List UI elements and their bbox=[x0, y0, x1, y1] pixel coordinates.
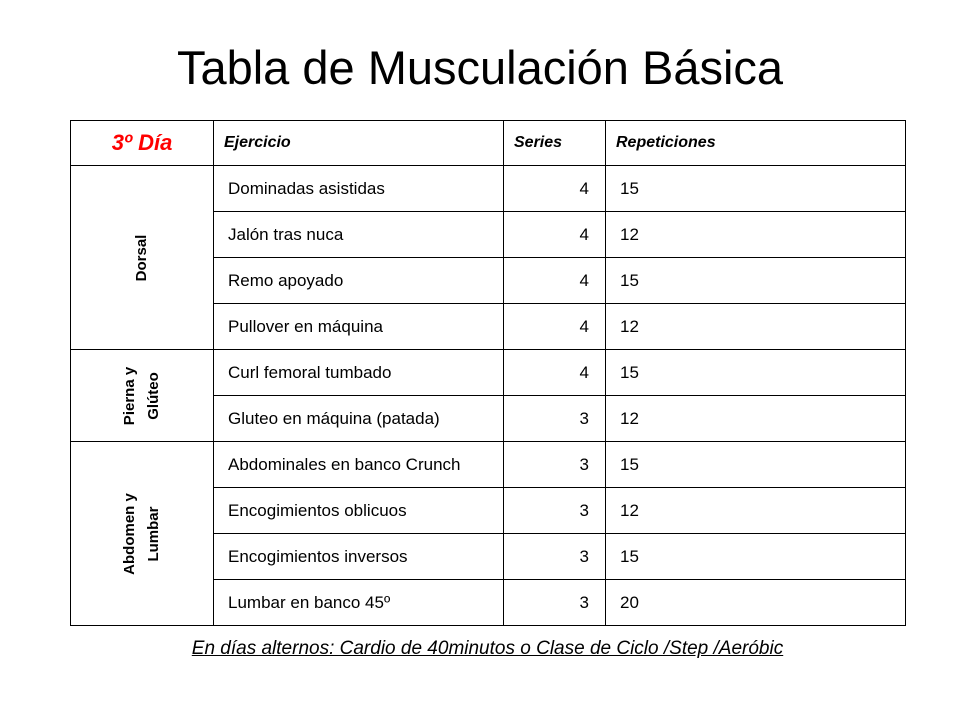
exercise-name: Encogimientos oblicuos bbox=[213, 487, 504, 534]
series-value: 4 bbox=[503, 257, 606, 304]
table-row: Jalón tras nuca 4 12 bbox=[71, 211, 906, 258]
reps-value: 15 bbox=[605, 533, 906, 580]
muscle-group-label: Abdomen y Lumbar bbox=[121, 492, 162, 575]
series-value: 3 bbox=[503, 487, 606, 534]
series-value: 4 bbox=[503, 165, 606, 212]
series-value: 3 bbox=[503, 395, 606, 442]
series-value: 4 bbox=[503, 349, 606, 396]
reps-value: 12 bbox=[605, 395, 906, 442]
reps-value: 15 bbox=[605, 165, 906, 212]
muscle-group-abdomen-lumbar: Abdomen y Lumbar bbox=[70, 441, 214, 626]
reps-value: 12 bbox=[605, 487, 906, 534]
muscle-group-dorsal: Dorsal bbox=[70, 165, 214, 350]
header-exercise: Ejercicio bbox=[213, 120, 504, 166]
header-reps: Repeticiones bbox=[605, 120, 906, 166]
header-series: Series bbox=[503, 120, 606, 166]
series-value: 3 bbox=[503, 579, 606, 626]
reps-value: 12 bbox=[605, 303, 906, 350]
exercise-name: Jalón tras nuca bbox=[213, 211, 504, 258]
reps-value: 15 bbox=[605, 441, 906, 488]
reps-value: 20 bbox=[605, 579, 906, 626]
table-row: Encogimientos oblicuos 3 12 bbox=[71, 487, 906, 534]
workout-table: 3º Día Ejercicio Series Repeticiones Dor… bbox=[70, 120, 906, 626]
series-value: 3 bbox=[503, 441, 606, 488]
exercise-name: Curl femoral tumbado bbox=[213, 349, 504, 396]
series-value: 4 bbox=[503, 303, 606, 350]
muscle-group-label: Dorsal bbox=[133, 234, 150, 281]
table-header-row: 3º Día Ejercicio Series Repeticiones bbox=[70, 120, 906, 166]
exercise-name: Dominadas asistidas bbox=[213, 165, 504, 212]
muscle-group-label: Pierna y Glúteo bbox=[121, 366, 162, 425]
day-label: 3º Día bbox=[70, 120, 214, 166]
exercise-name: Abdominales en banco Crunch bbox=[213, 441, 504, 488]
exercise-name: Encogimientos inversos bbox=[213, 533, 504, 580]
exercise-name: Lumbar en banco 45º bbox=[213, 579, 504, 626]
table-row: Dorsal Dominadas asistidas 4 15 bbox=[70, 165, 906, 350]
exercise-name: Remo apoyado bbox=[213, 257, 504, 304]
reps-value: 12 bbox=[605, 211, 906, 258]
table-row: Gluteo en máquina (patada) 3 12 bbox=[71, 395, 906, 442]
table-row: Abdomen y Lumbar Abdominales en banco Cr… bbox=[70, 441, 906, 626]
table-row: Lumbar en banco 45º 3 20 bbox=[71, 579, 906, 626]
exercise-name: Gluteo en máquina (patada) bbox=[213, 395, 504, 442]
footer-note: En días alternos: Cardio de 40minutos o … bbox=[191, 638, 784, 659]
exercise-name: Pullover en máquina bbox=[213, 303, 504, 350]
reps-value: 15 bbox=[605, 349, 906, 396]
page-title: Tabla de Musculación Básica bbox=[176, 41, 784, 94]
table-row: Pierna y Glúteo Curl femoral tumbado 4 1… bbox=[70, 349, 906, 442]
series-value: 4 bbox=[503, 211, 606, 258]
table-row: Remo apoyado 4 15 bbox=[71, 257, 906, 304]
muscle-group-pierna-gluteo: Pierna y Glúteo bbox=[70, 349, 214, 442]
reps-value: 15 bbox=[605, 257, 906, 304]
series-value: 3 bbox=[503, 533, 606, 580]
